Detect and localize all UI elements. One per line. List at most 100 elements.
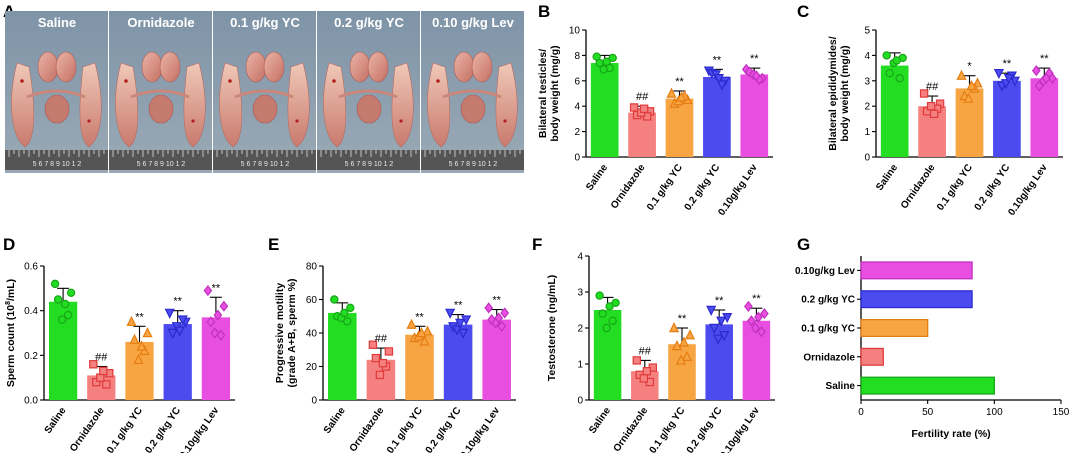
category-label: Ornidazole [348,405,387,453]
left-testis [427,62,451,148]
panel-e: E 0 20 40 60 80 Progressive motility (grade A+… [268,235,516,453]
ruler [5,150,108,170]
seminal-vesicle-left [349,51,371,83]
data-point [608,316,617,325]
seminal-vesicle-right [471,51,493,83]
blood-spot [332,79,336,83]
significance-label: ** [1040,53,1049,65]
data-point [885,68,894,78]
photo-cell: 5 6 7 8 9 10 1 2 Saline [5,11,108,173]
ruler-digits: 5 6 7 8 9 10 1 2 [137,161,186,168]
y-axis-label: Progressive motility [274,283,286,384]
data-point [136,340,147,351]
y-axis-label: Sperm count (108/mL) [5,279,17,387]
category-label: 0.1 g/kg YC [385,405,425,453]
y-tick-label: 3 [577,288,583,299]
data-point [598,309,607,318]
data-point [681,350,693,361]
seminal-vesicle-left [245,51,267,83]
bar [860,318,929,338]
y-tick-label: 2 [864,102,870,113]
data-point [1003,74,1014,85]
seminal-vesicle-right [263,51,285,83]
category-label: 0.2 g/kg YC [424,405,464,453]
data-point [346,303,355,313]
bar [665,98,694,157]
data-point [754,311,763,323]
data-point [89,360,98,369]
bar [125,341,154,400]
data-point [760,308,769,320]
y-tick-label: 8 [574,51,580,62]
photo-label: Ornidazole [127,15,194,30]
panel-d: D 0.0 0.2 0.4 0.6 Sperm count (108/mL) Saline… [3,235,235,453]
left-testis [115,62,139,148]
data-point [678,336,690,347]
data-point [129,333,140,344]
significance-label: ** [173,296,182,308]
panel-label-b: B [538,2,550,21]
data-point [500,307,510,319]
y-tick-label: 4 [577,252,583,263]
panel-f: F 0 1 2 3 4 Testosterone (ng/mL) Saline ## Ornid… [532,235,775,453]
data-point [713,334,724,345]
data-point [452,325,463,336]
significance-label: ** [1003,58,1012,70]
y-tick-label: 4 [864,51,870,62]
y-tick-label: 3 [864,76,870,87]
seminal-vesicle-right [159,51,181,83]
vas-deferens [338,89,398,99]
data-point [340,308,349,318]
data-point [422,325,433,336]
blood-spot [20,79,24,83]
data-point [213,309,223,321]
y-tick-label: 4 [574,102,580,113]
x-tick-label: 0 [858,407,864,418]
category-label: 0.10g/kg Lev [718,405,762,453]
photo-label: 0.1 g/kg YC [230,15,300,30]
category-label: Ornidazole [612,405,651,453]
ruler-digits: 5 6 7 8 9 10 1 2 [33,161,82,168]
category-label: 0.2 g/kg YC [685,405,725,453]
data-point [751,70,761,82]
x-tick-label: 50 [922,407,934,418]
data-point [744,66,754,78]
right-testis [495,62,518,148]
y-axis-label: Testosterone (ng/mL) [546,275,558,382]
category-label: 0.10g/kg Lev [459,405,503,453]
y-tick-label: 0 [574,153,580,164]
seminal-vesicle-left [453,51,475,83]
y-tick-label: 0.0 [24,396,38,407]
significance-label: ## [926,81,939,93]
y-tick-label: 0.4 [24,306,38,317]
photo-cell: 5 6 7 8 9 10 1 2 0.2 g/kg YC [317,11,420,173]
data-point [206,316,216,328]
data-point [709,323,720,334]
category-label: Saline [322,405,348,436]
data-point [963,92,974,103]
left-testis [11,62,35,148]
photo-label: 0.2 g/kg YC [334,15,404,30]
data-point [455,318,466,329]
blood-spot [503,119,507,123]
y-tick-label: 0.6 [24,262,38,273]
seminal-vesicle-left [141,51,163,83]
vas-deferens [234,89,294,99]
left-testis [323,62,347,148]
right-testis [79,62,102,148]
data-point [445,308,456,319]
bar [860,376,995,395]
chart-sperm-count: 0.0 0.2 0.4 0.6 Sperm count (108/mL) Saline ##… [5,262,235,453]
significance-label: ** [750,53,759,65]
significance-label: * [967,61,972,73]
data-point [1034,80,1044,92]
prostate [460,94,486,124]
y-axis-label-superscript: 8 [5,301,12,305]
bar [443,324,473,400]
photo-cell: 5 6 7 8 9 10 1 2 Ornidazole [109,11,212,173]
data-point [602,323,611,333]
significance-label: ** [675,76,684,88]
category-label: 0.2 g/kg YC [973,162,1013,212]
bar [860,347,884,366]
y-tick-label: 6 [574,76,580,87]
